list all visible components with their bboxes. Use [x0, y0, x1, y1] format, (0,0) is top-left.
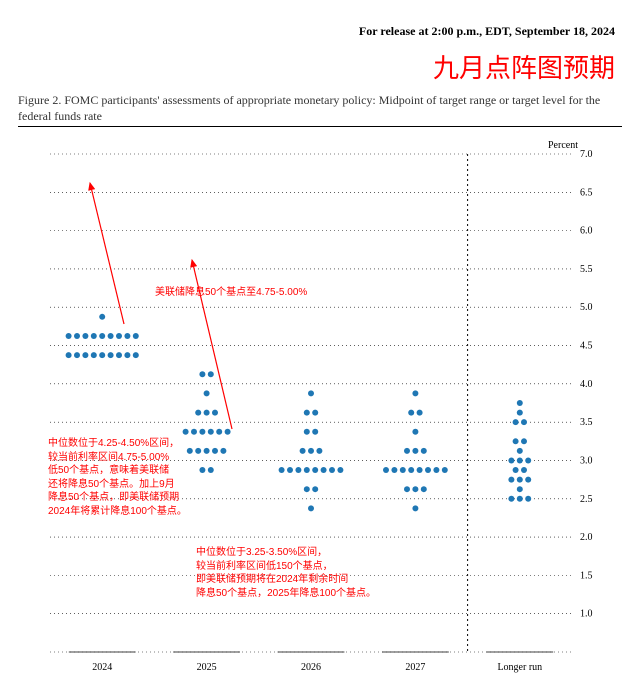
anno-line1: 美联储降息50个基点至4.75-5.00%: [155, 286, 307, 300]
svg-text:Longer run: Longer run: [497, 662, 542, 673]
svg-text:6.0: 6.0: [580, 226, 593, 237]
svg-text:2025: 2025: [197, 662, 217, 673]
dotplot-chart: 7.0 6.5 6.0 5.5 5.0 4.5 4.0 3.5 3.0 2.5 2.0 1.5 1.0 P…: [18, 134, 622, 686]
svg-text:4.5: 4.5: [580, 341, 593, 352]
svg-text:6.5: 6.5: [580, 187, 593, 198]
svg-text:2027: 2027: [405, 662, 425, 673]
svg-text:7.0: 7.0: [580, 149, 593, 160]
svg-text:2026: 2026: [301, 662, 321, 673]
svg-text:3.5: 3.5: [580, 417, 593, 428]
svg-text:4.0: 4.0: [580, 379, 593, 390]
page-root: For release at 2:00 p.m., EDT, September…: [0, 0, 640, 696]
chart-svg: 7.0 6.5 6.0 5.5 5.0 4.5 4.0 3.5 3.0 2.5 2.0 1.5 1.0 P…: [18, 134, 622, 686]
svg-text:1.0: 1.0: [580, 609, 593, 620]
svg-text:2.5: 2.5: [580, 494, 593, 505]
svg-text:2024: 2024: [92, 662, 112, 673]
svg-text:1.5: 1.5: [580, 570, 593, 581]
svg-text:2.0: 2.0: [580, 532, 593, 543]
anno-block2: 中位数位于3.25-3.50%区间， 较当前利率区间低150个基点， 即美联储预…: [196, 546, 376, 600]
svg-text:5.0: 5.0: [580, 302, 593, 313]
svg-text:5.5: 5.5: [580, 264, 593, 275]
svg-text:3.0: 3.0: [580, 455, 593, 466]
caption-rule: [18, 126, 622, 127]
chinese-title: 九月点阵图预期: [433, 48, 615, 85]
figure-caption: Figure 2. FOMC participants' assessments…: [18, 92, 622, 124]
anno-block1: 中位数位于4.25-4.50%区间， 较当前利率区间4.75-5.00% 低50…: [48, 437, 187, 518]
svg-text:Percent: Percent: [548, 140, 578, 151]
release-line: For release at 2:00 p.m., EDT, September…: [359, 24, 615, 39]
